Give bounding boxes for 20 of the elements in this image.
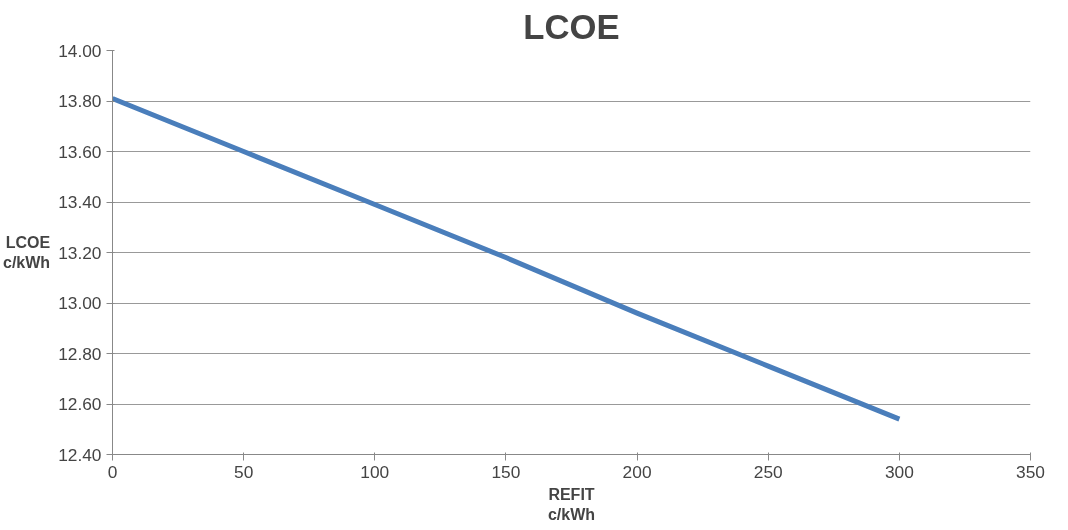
x-tick-label: 200 xyxy=(622,461,652,482)
x-tick-label: 150 xyxy=(491,461,521,482)
x-tick-label: 100 xyxy=(360,461,390,482)
y-tick-label: 14.00 xyxy=(58,40,102,61)
y-tick-label: 13.00 xyxy=(58,293,102,313)
y-tick-label: 13.40 xyxy=(58,192,102,212)
y-tick-label: 13.20 xyxy=(58,242,102,263)
x-axis-title: REFIT c/kWh xyxy=(547,485,596,523)
x-tick-label: 350 xyxy=(1016,461,1045,482)
x-tick-label: 250 xyxy=(753,461,783,482)
x-tick-label: 300 xyxy=(884,461,914,482)
x-tick-label: 0 xyxy=(107,461,118,482)
y-tick-label: 13.80 xyxy=(58,91,102,111)
y-tick-label: 12.80 xyxy=(58,343,102,364)
chart-title: LCOE xyxy=(523,7,620,46)
y-axis-title: LCOE c/kWh xyxy=(3,233,51,272)
y-tick-label: 13.60 xyxy=(58,141,102,162)
x-tick-label: 50 xyxy=(234,461,254,482)
y-tick-label: 12.60 xyxy=(58,394,102,414)
y-tick-label: 12.40 xyxy=(58,444,102,465)
